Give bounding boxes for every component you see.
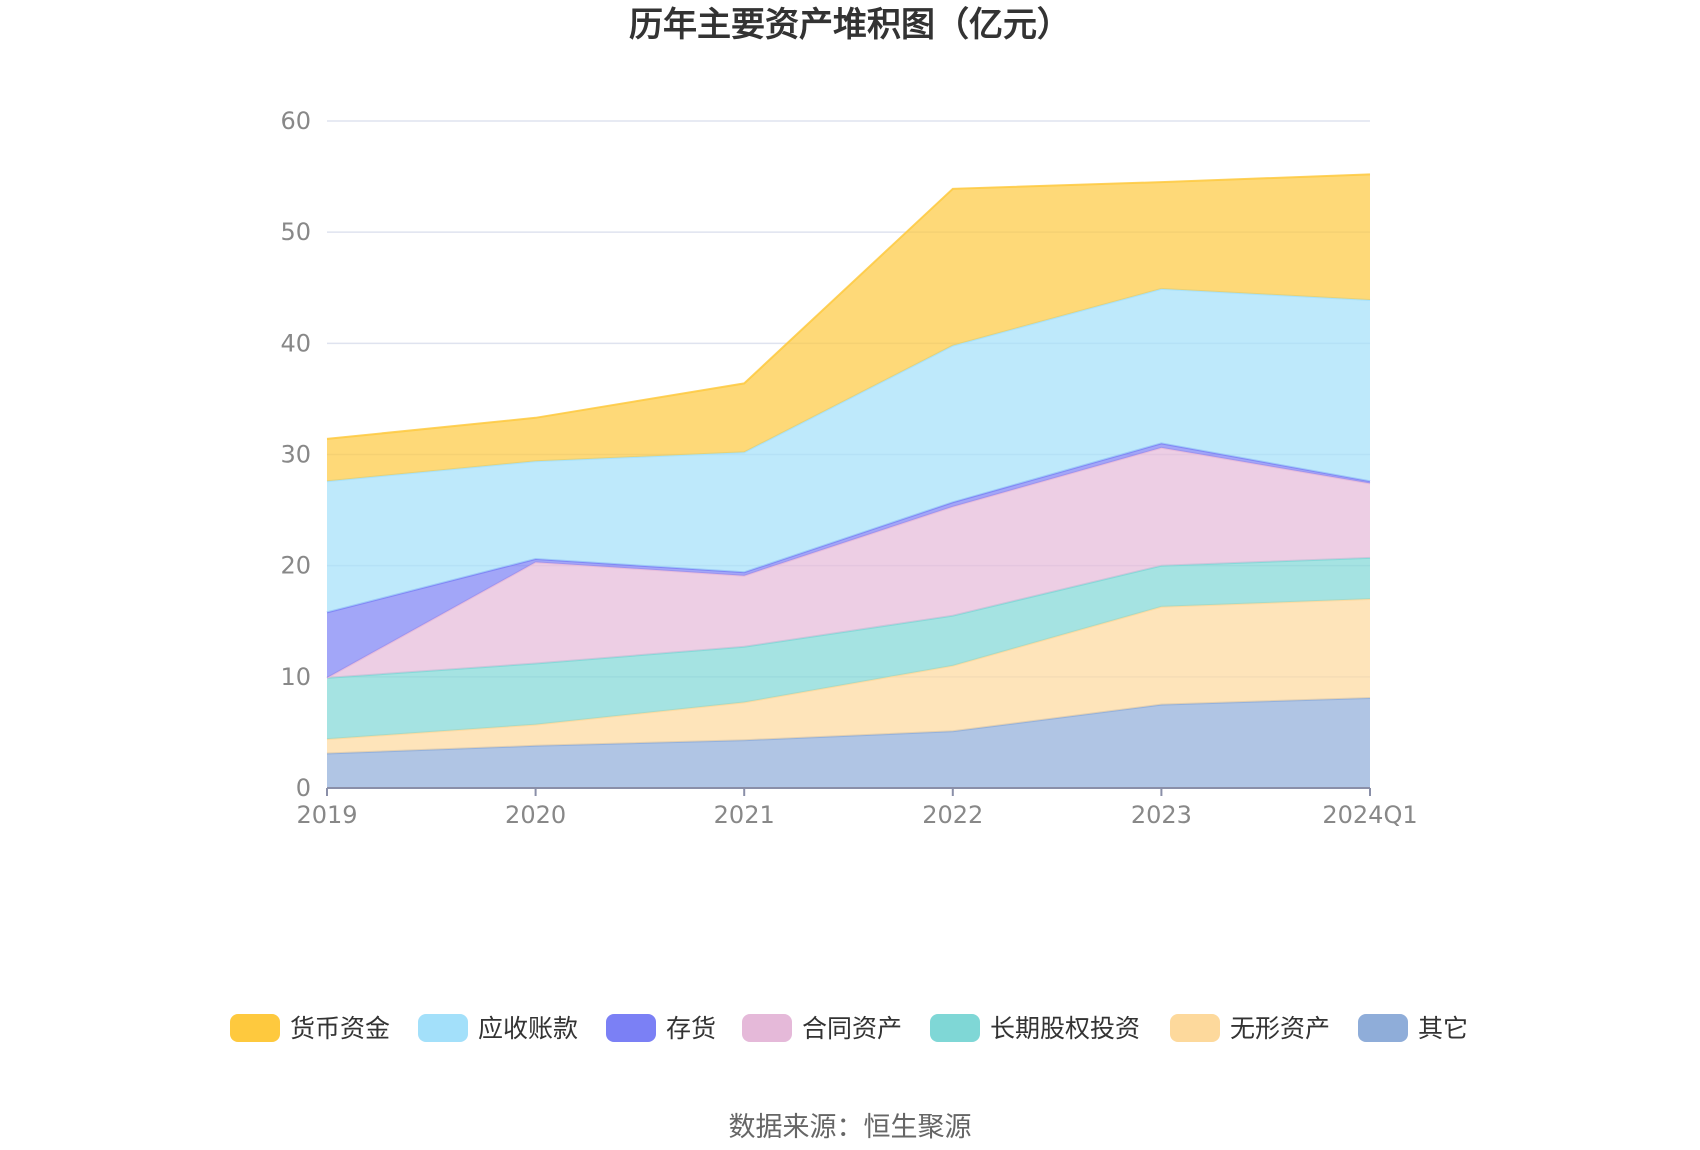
legend-label: 长期股权投资 (990, 1014, 1140, 1043)
legend-label: 无形资产 (1230, 1014, 1330, 1043)
legend-item-应收账款[interactable]: 应收账款 (418, 1014, 578, 1043)
legend[interactable]: 货币资金 应收账款 存货 合同资产 长期股权投资 无形资产 其它 (230, 1014, 1468, 1043)
area-长期股权投资 (327, 557, 1370, 740)
area-合同资产 (327, 447, 1370, 678)
area-其它 (327, 698, 1370, 788)
legend-swatch (1170, 1014, 1220, 1042)
legend-swatch (1358, 1014, 1408, 1042)
legend-swatch (930, 1014, 980, 1042)
legend-label: 货币资金 (290, 1014, 390, 1043)
x-tick-label: 2019 (296, 801, 357, 829)
area-应收账款 (327, 288, 1370, 613)
area-series (326, 173, 1371, 788)
legend-label: 其它 (1418, 1014, 1468, 1043)
legend-item-其它[interactable]: 其它 (1358, 1014, 1468, 1043)
legend-label: 存货 (666, 1014, 716, 1043)
legend-item-存货[interactable]: 存货 (606, 1014, 716, 1043)
y-tick-label: 30 (280, 441, 311, 469)
area-货币资金 (327, 174, 1370, 482)
chart-title: 历年主要资产堆积图（亿元） (629, 5, 1071, 45)
y-tick-label: 50 (280, 218, 311, 246)
legend-label: 合同资产 (802, 1014, 902, 1043)
y-tick-label: 10 (280, 663, 311, 691)
data-source: 数据来源：恒生聚源 (729, 1112, 972, 1143)
x-tick-label: 2022 (922, 801, 983, 829)
legend-label: 应收账款 (478, 1014, 578, 1043)
y-tick-label: 40 (280, 329, 311, 357)
legend-swatch (418, 1014, 468, 1042)
legend-item-无形资产[interactable]: 无形资产 (1170, 1014, 1330, 1043)
legend-swatch (230, 1014, 280, 1042)
legend-swatch (606, 1014, 656, 1042)
legend-item-货币资金[interactable]: 货币资金 (230, 1014, 390, 1043)
x-tick-label: 2021 (714, 801, 775, 829)
x-tick-label: 2024Q1 (1322, 801, 1417, 829)
legend-item-合同资产[interactable]: 合同资产 (742, 1014, 902, 1043)
x-tick-label: 2020 (505, 801, 566, 829)
y-tick-label: 0 (296, 774, 311, 802)
area-无形资产 (327, 599, 1370, 754)
area-存货 (327, 443, 1370, 678)
axes: 0 10 20 30 40 50 60 2019 2020 2021 2022 2023 2024Q1 (280, 107, 1417, 829)
x-tick-label: 2023 (1131, 801, 1192, 829)
area-line-货币资金 (326, 173, 1371, 440)
y-tick-label: 60 (280, 107, 311, 135)
legend-swatch (742, 1014, 792, 1042)
legend-item-长期股权投资[interactable]: 长期股权投资 (930, 1014, 1140, 1043)
y-tick-label: 20 (280, 552, 311, 580)
